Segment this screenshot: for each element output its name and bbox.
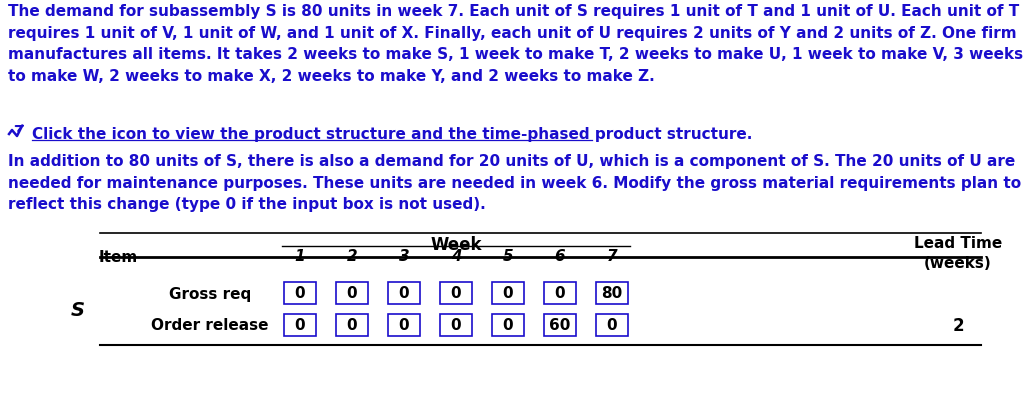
Text: 6: 6 <box>555 248 565 263</box>
Text: 3: 3 <box>398 248 410 263</box>
FancyBboxPatch shape <box>544 314 576 336</box>
Text: Item: Item <box>99 249 138 264</box>
FancyBboxPatch shape <box>336 314 368 336</box>
Text: 0: 0 <box>503 286 513 301</box>
FancyBboxPatch shape <box>388 314 420 336</box>
Text: The demand for subassembly S is 80 units in week 7. Each unit of S requires 1 un: The demand for subassembly S is 80 units… <box>8 4 1023 83</box>
Text: 0: 0 <box>607 318 617 333</box>
Text: Order release: Order release <box>151 318 269 333</box>
Text: 0: 0 <box>451 318 461 333</box>
Text: 5: 5 <box>503 248 513 263</box>
Text: 0: 0 <box>347 318 357 333</box>
Text: 80: 80 <box>601 286 623 301</box>
Text: 0: 0 <box>347 286 357 301</box>
FancyBboxPatch shape <box>284 282 316 304</box>
FancyBboxPatch shape <box>440 282 472 304</box>
Text: 0: 0 <box>294 286 306 301</box>
FancyBboxPatch shape <box>544 282 576 304</box>
Text: 7: 7 <box>607 248 617 263</box>
Text: Week: Week <box>430 235 482 254</box>
FancyBboxPatch shape <box>596 282 628 304</box>
Text: S: S <box>71 300 85 319</box>
Text: 0: 0 <box>398 318 410 333</box>
Text: 2: 2 <box>347 248 357 263</box>
FancyBboxPatch shape <box>492 282 524 304</box>
Text: 0: 0 <box>503 318 513 333</box>
FancyBboxPatch shape <box>492 314 524 336</box>
Text: 0: 0 <box>294 318 306 333</box>
Text: 0: 0 <box>398 286 410 301</box>
Text: 2: 2 <box>952 316 964 334</box>
Text: 4: 4 <box>451 248 461 263</box>
FancyBboxPatch shape <box>596 314 628 336</box>
Text: Gross req: Gross req <box>169 286 251 301</box>
Text: Click the icon to view the product structure and the time-phased product structu: Click the icon to view the product struc… <box>32 127 752 142</box>
Text: 0: 0 <box>555 286 565 301</box>
FancyBboxPatch shape <box>284 314 316 336</box>
Text: Lead Time
(weeks): Lead Time (weeks) <box>914 235 1002 270</box>
Text: 0: 0 <box>451 286 461 301</box>
FancyBboxPatch shape <box>440 314 472 336</box>
Text: In addition to 80 units of S, there is also a demand for 20 units of U, which is: In addition to 80 units of S, there is a… <box>8 154 1021 212</box>
Text: 1: 1 <box>294 248 306 263</box>
Text: 60: 60 <box>549 318 571 333</box>
FancyBboxPatch shape <box>336 282 368 304</box>
FancyBboxPatch shape <box>388 282 420 304</box>
